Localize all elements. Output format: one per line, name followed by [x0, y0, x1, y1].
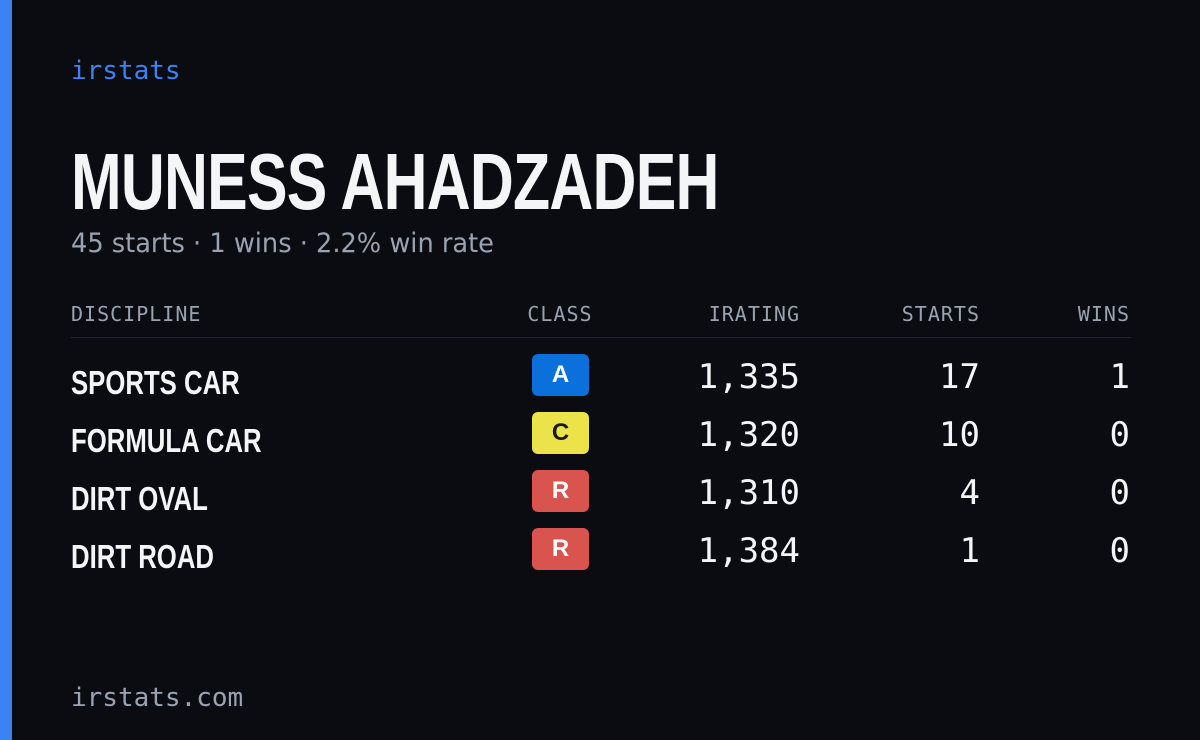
column-header: WINS: [1077, 302, 1130, 326]
class-badge: R: [532, 470, 589, 512]
column-header: STARTS: [901, 302, 980, 326]
header-rule: [71, 337, 1131, 338]
discipline: SPORTS CAR: [71, 364, 240, 401]
wins: 1: [1109, 357, 1130, 397]
column-header: CLASS: [527, 302, 593, 326]
discipline: FORMULA CAR: [71, 422, 262, 459]
starts: 17: [939, 357, 980, 397]
class-badge: C: [532, 412, 589, 454]
footer: irstats.com: [71, 683, 244, 713]
driver-summary: 45 starts · 1 wins · 2.2% win rate: [71, 228, 494, 259]
discipline: DIRT ROAD: [71, 538, 214, 575]
column-header: IRATING: [708, 302, 800, 326]
irating: 1,310: [697, 473, 800, 513]
irating: 1,335: [697, 357, 800, 397]
starts: 4: [959, 473, 980, 513]
starts: 10: [939, 415, 980, 455]
wins: 0: [1109, 473, 1130, 513]
column-header: DISCIPLINE: [71, 302, 202, 326]
irating: 1,320: [697, 415, 800, 455]
irating: 1,384: [697, 531, 800, 571]
wins: 0: [1109, 531, 1130, 571]
driver-name: MUNESS AHADZADEH: [71, 137, 719, 226]
starts: 1: [959, 531, 980, 571]
wins: 0: [1109, 415, 1130, 455]
discipline: DIRT OVAL: [71, 480, 208, 517]
class-badge: A: [532, 354, 589, 396]
class-badge: R: [532, 528, 589, 570]
brand: irstats: [71, 56, 181, 86]
accent-bar: [0, 0, 12, 740]
